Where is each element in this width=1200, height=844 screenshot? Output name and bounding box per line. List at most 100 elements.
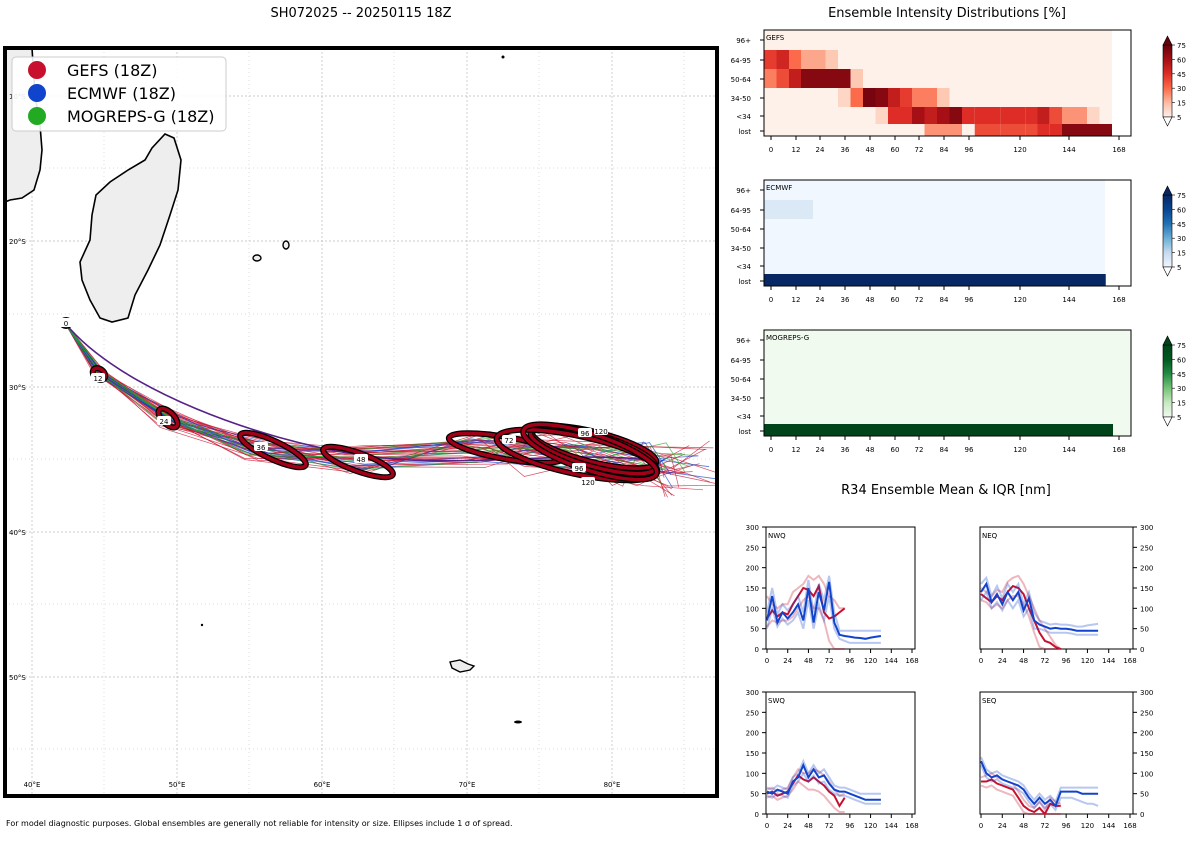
heatmap-bg [764, 330, 1131, 436]
heatmap-cell [987, 274, 1013, 286]
r34-x-label: 96 [845, 822, 854, 830]
heatmap-x-label: 36 [841, 296, 850, 304]
r34-x-label: 0 [979, 822, 983, 830]
r34-x-label: 120 [864, 822, 877, 830]
heatmap-row-label: 34-50 [731, 395, 751, 403]
r34-x-label: 96 [845, 657, 854, 665]
heatmap-cell [789, 69, 801, 88]
r34-x-label: 120 [1081, 822, 1094, 830]
heatmap-frame [763, 329, 1132, 437]
r34-y-label: 300 [1140, 524, 1153, 532]
heatmap-cell [801, 50, 813, 69]
heatmap-cell [888, 107, 900, 124]
heatmap-cell [764, 424, 1112, 436]
r34-ecmwf-q1 [766, 595, 881, 644]
ellipse-label-bg [594, 426, 608, 435]
heatmap-cell [1000, 124, 1013, 136]
colorbar-label: 75 [1177, 192, 1186, 200]
heatmap-row-label: 96+ [736, 187, 751, 195]
legend-gefs-label: GEFS (18Z) [67, 61, 157, 80]
legend-mogreps-marker [28, 107, 46, 125]
heatmap-panel-label: GEFS [766, 34, 785, 42]
r34-y-label: 300 [746, 524, 759, 532]
heatmap-x-label: 0 [769, 446, 773, 454]
heatmap-x-label: 12 [792, 296, 801, 304]
colorbar-label: 60 [1177, 56, 1186, 64]
heatmap-cell [1013, 274, 1038, 286]
r34-gefs-mean [981, 778, 1061, 816]
ensemble-track-line [64, 322, 672, 476]
r34-y-label: 50 [1140, 791, 1149, 799]
map-legend: GEFS (18Z) ECMWF (18Z) MOGREPS-G (18Z) [11, 56, 227, 132]
map-frame [3, 46, 719, 798]
heatmap-cell [1013, 107, 1026, 124]
islet [501, 55, 505, 59]
heatmap-cell [937, 124, 950, 136]
map-title: SH072025 -- 20250115 18Z [270, 6, 451, 21]
r34-x-label: 48 [1019, 657, 1028, 665]
mauritius-island [282, 240, 290, 250]
legend-ecmwf-label: ECMWF (18Z) [67, 84, 176, 103]
heatmap-cell [863, 88, 876, 107]
heatmap-cell [900, 88, 912, 107]
heatmap-cell [1087, 274, 1106, 286]
ensemble-track-line [64, 322, 698, 462]
r34-chart-nwq: NWQ 300 250 200 150 100 50 00 24 48 72 96 120 144 168 [746, 524, 919, 665]
spread-ellipses: 0 12 24 36 48 72 96 120 96 120 [59, 317, 661, 487]
heatmap-x-label: 144 [1062, 296, 1076, 304]
heatmap-cell [1099, 124, 1112, 136]
r34-axes [979, 691, 1134, 815]
r34-ecmwf-mean [766, 762, 881, 801]
heatmap-cell [764, 69, 777, 88]
ellipse-label-bg [157, 416, 171, 425]
heatmap-row-label: 34-50 [731, 95, 751, 103]
r34-x-label: 144 [1102, 657, 1116, 665]
heatmap-cell [962, 107, 975, 124]
r34-x-label: 144 [885, 657, 899, 665]
heatmap-row-label: 96+ [736, 337, 751, 345]
heatmap-row-label: <34 [736, 113, 751, 121]
track-map: 0 12 24 36 48 72 96 120 96 120 40°E 50°E 60°E 70°E 80… [3, 46, 719, 798]
kerguelen-islands [449, 659, 476, 673]
heatmap-row-label: 50-64 [731, 226, 752, 234]
r34-ecmwf-mean [980, 760, 1099, 808]
heatmap-cell [1062, 107, 1075, 124]
reunion-island [252, 254, 262, 262]
spread-ellipse [321, 445, 395, 479]
heatmap-x-label: 84 [940, 446, 949, 454]
heatmap-cell [825, 50, 838, 69]
ellipse-hour-label: 72 [505, 437, 514, 445]
heatmap-gefs: GEFS 96+ 64-95 50-64 34-50 <34 lost 0 12 24 36 48 60… [731, 29, 1186, 154]
lon-label: 50°E [169, 781, 186, 789]
ellipse-label-bg [578, 428, 592, 437]
colorbar-label: 75 [1177, 342, 1186, 350]
heatmap-cell [1074, 124, 1087, 136]
r34-y-label: 300 [746, 689, 759, 697]
r34-y-label: 150 [1140, 585, 1153, 593]
ellipse-label-bg [59, 318, 73, 327]
ellipse-hour-label: 36 [257, 444, 266, 452]
colorbar-min-arrow [1162, 416, 1173, 427]
r34-y-label: 0 [755, 811, 759, 819]
r34-x-label: 72 [1040, 822, 1049, 830]
heatmap-cell [1013, 124, 1026, 136]
r34-x-label: 120 [1081, 657, 1094, 665]
ellipse-label-bg [502, 435, 516, 444]
heatmap-cell [888, 274, 912, 286]
r34-y-label: 0 [755, 646, 759, 654]
heatmap-x-label: 12 [792, 446, 801, 454]
ellipse-label-bg [254, 442, 268, 451]
r34-y-label: 150 [746, 750, 759, 758]
r34-y-label: 50 [750, 626, 759, 634]
r34-ecmwf-q3 [766, 758, 881, 795]
colorbar-max-arrow [1162, 185, 1173, 196]
heatmap-cell [1049, 107, 1062, 124]
heatmap-row-label: 64-95 [731, 57, 751, 65]
heatmap-row-label: 64-95 [731, 207, 751, 215]
r34-x-label: 0 [765, 822, 769, 830]
r34-x-label: 168 [905, 657, 918, 665]
r34-y-label: 250 [1140, 544, 1153, 552]
heatmap-cell [764, 200, 789, 219]
